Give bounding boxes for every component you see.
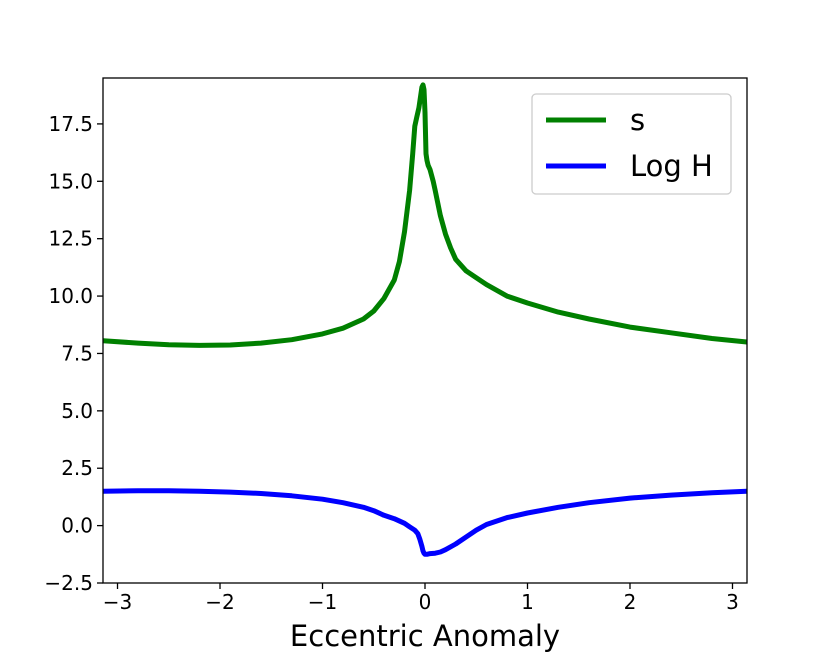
y-tick-label: 5.0	[61, 399, 93, 423]
x-axis-label: Eccentric Anomaly	[290, 619, 560, 653]
x-tick-label: 3	[726, 590, 739, 614]
x-tick-label: −3	[103, 590, 132, 614]
x-tick-label: −2	[205, 590, 234, 614]
series-line-2	[103, 488, 747, 557]
legend-label: s	[630, 103, 645, 137]
x-tick-label: 0	[419, 590, 432, 614]
y-tick-label: 2.5	[61, 456, 93, 480]
y-tick-label: 10.0	[48, 284, 93, 308]
legend-label: Log H	[630, 149, 713, 183]
x-tick-label: −1	[308, 590, 337, 614]
x-tick-label: 2	[624, 590, 637, 614]
y-axis-ticks: −2.5 0.0 2.5 5.0 7.5 10.0 12.5 15.0 17.5	[44, 112, 103, 595]
y-tick-label: 12.5	[48, 227, 93, 251]
y-tick-label: 7.5	[61, 341, 93, 365]
y-tick-label: 15.0	[48, 169, 93, 193]
y-tick-label: −2.5	[44, 571, 93, 595]
y-tick-label: 17.5	[48, 112, 93, 136]
x-tick-label: 1	[521, 590, 534, 614]
x-axis-ticks: −3 −2 −1 0 1 2 3	[103, 583, 739, 614]
legend: s Log H	[531, 93, 732, 195]
series-line-1	[103, 82, 747, 348]
y-tick-label: 0.0	[61, 514, 93, 538]
